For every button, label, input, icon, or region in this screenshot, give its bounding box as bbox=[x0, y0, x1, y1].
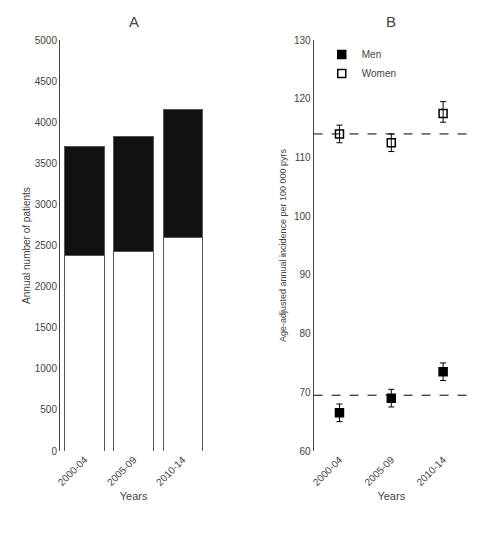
svg-text:2005-09: 2005-09 bbox=[105, 454, 139, 488]
svg-text:90: 90 bbox=[299, 269, 311, 280]
svg-text:Annual number of patients: Annual number of patients bbox=[21, 187, 32, 304]
svg-text:2000: 2000 bbox=[35, 281, 58, 292]
svg-text:0: 0 bbox=[51, 446, 57, 457]
svg-text:5000: 5000 bbox=[35, 35, 58, 46]
svg-text:60: 60 bbox=[299, 446, 311, 457]
svg-text:A: A bbox=[129, 13, 139, 30]
svg-text:2000-04: 2000-04 bbox=[56, 454, 90, 488]
svg-text:80: 80 bbox=[299, 328, 311, 339]
svg-text:Women: Women bbox=[362, 68, 396, 79]
svg-text:2005-09: 2005-09 bbox=[363, 454, 397, 488]
svg-text:Years: Years bbox=[377, 490, 405, 502]
svg-text:2010-14: 2010-14 bbox=[414, 454, 448, 488]
svg-text:Years: Years bbox=[120, 490, 148, 502]
svg-text:B: B bbox=[386, 13, 396, 30]
svg-text:2000-04: 2000-04 bbox=[311, 454, 345, 488]
svg-text:2010-14: 2010-14 bbox=[154, 454, 188, 488]
svg-text:Men: Men bbox=[362, 49, 381, 60]
svg-text:100: 100 bbox=[294, 211, 311, 222]
svg-text:3500: 3500 bbox=[35, 158, 58, 169]
svg-text:130: 130 bbox=[294, 35, 311, 46]
svg-text:120: 120 bbox=[294, 93, 311, 104]
svg-text:1000: 1000 bbox=[35, 363, 58, 374]
svg-text:110: 110 bbox=[295, 152, 311, 163]
svg-text:1500: 1500 bbox=[35, 322, 58, 333]
svg-text:Age-adjusted annual incidence: Age-adjusted annual incidence per 100 00… bbox=[278, 148, 288, 342]
svg-text:2500: 2500 bbox=[35, 240, 58, 251]
svg-text:3000: 3000 bbox=[35, 199, 58, 210]
svg-text:500: 500 bbox=[40, 404, 57, 415]
svg-text:4500: 4500 bbox=[35, 76, 58, 87]
svg-text:4000: 4000 bbox=[35, 117, 58, 128]
svg-text:70: 70 bbox=[299, 387, 311, 398]
